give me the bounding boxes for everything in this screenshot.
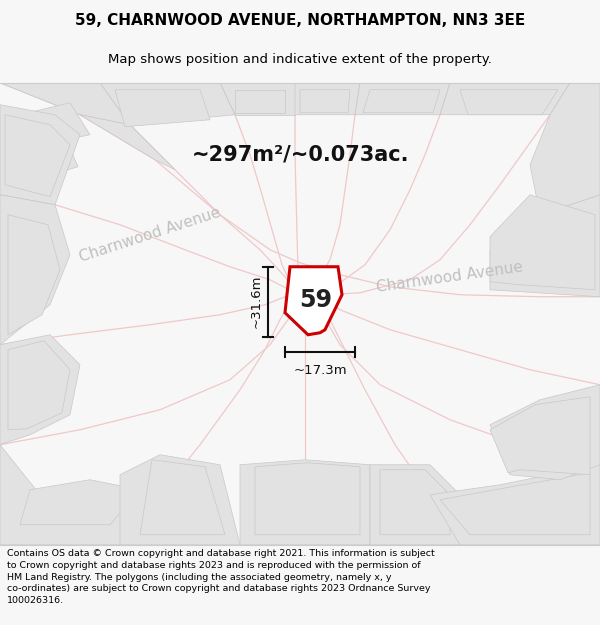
Polygon shape — [100, 82, 235, 125]
Polygon shape — [490, 397, 590, 475]
Polygon shape — [490, 195, 595, 290]
Polygon shape — [0, 82, 130, 125]
Text: 59: 59 — [299, 289, 332, 312]
Text: Charnwood Avenue: Charnwood Avenue — [77, 205, 223, 265]
Text: Map shows position and indicative extent of the property.: Map shows position and indicative extent… — [108, 53, 492, 66]
Polygon shape — [380, 470, 450, 535]
Polygon shape — [220, 82, 295, 115]
Text: Contains OS data © Crown copyright and database right 2021. This information is : Contains OS data © Crown copyright and d… — [7, 549, 435, 605]
Polygon shape — [0, 195, 70, 345]
Polygon shape — [235, 90, 285, 112]
Polygon shape — [140, 460, 225, 535]
Polygon shape — [5, 115, 70, 197]
Text: Charnwood Avenue: Charnwood Avenue — [376, 259, 524, 294]
Polygon shape — [355, 82, 450, 115]
Polygon shape — [550, 82, 600, 115]
Text: ~31.6m: ~31.6m — [250, 275, 263, 329]
Polygon shape — [25, 137, 78, 179]
Polygon shape — [530, 82, 600, 215]
Text: ~297m²/~0.073ac.: ~297m²/~0.073ac. — [191, 145, 409, 165]
Polygon shape — [115, 90, 210, 127]
Polygon shape — [0, 335, 80, 445]
Polygon shape — [363, 90, 440, 112]
Polygon shape — [370, 465, 460, 545]
Polygon shape — [8, 215, 60, 335]
Polygon shape — [440, 82, 570, 115]
Polygon shape — [80, 115, 175, 170]
Polygon shape — [430, 465, 600, 545]
Text: ~17.3m: ~17.3m — [293, 364, 347, 377]
Polygon shape — [490, 385, 600, 480]
Polygon shape — [295, 82, 360, 115]
Polygon shape — [240, 460, 370, 545]
Polygon shape — [285, 267, 342, 335]
Polygon shape — [20, 480, 140, 525]
Polygon shape — [20, 102, 90, 145]
Polygon shape — [440, 472, 590, 535]
Polygon shape — [490, 195, 600, 297]
Text: 59, CHARNWOOD AVENUE, NORTHAMPTON, NN3 3EE: 59, CHARNWOOD AVENUE, NORTHAMPTON, NN3 3… — [75, 13, 525, 28]
Polygon shape — [255, 462, 360, 535]
Polygon shape — [0, 105, 80, 205]
Polygon shape — [8, 341, 70, 430]
Polygon shape — [120, 455, 240, 545]
Polygon shape — [300, 90, 350, 112]
Polygon shape — [460, 90, 558, 115]
Polygon shape — [0, 445, 160, 545]
